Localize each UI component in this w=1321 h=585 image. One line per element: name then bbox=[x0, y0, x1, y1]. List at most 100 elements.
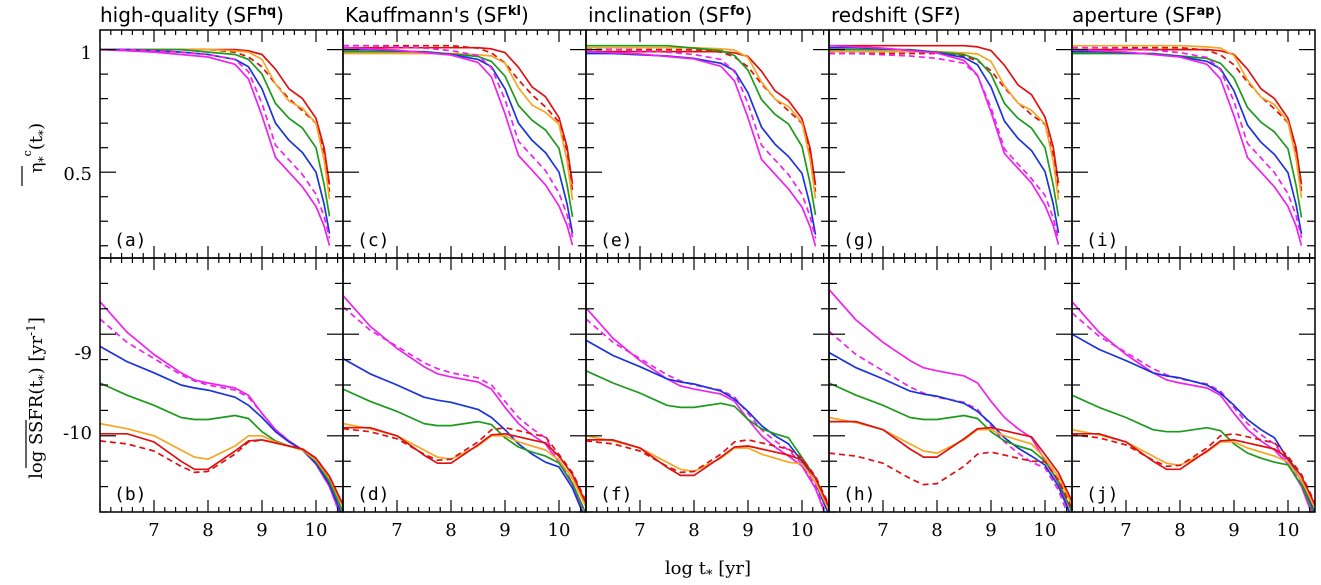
panel-frame bbox=[1071, 29, 1316, 259]
series-group bbox=[1072, 44, 1303, 246]
panel-label: (j) bbox=[1086, 484, 1119, 505]
x-tick-label: 7 bbox=[634, 520, 645, 541]
x-tick-label: 8 bbox=[931, 520, 942, 541]
series-red-solid bbox=[586, 439, 829, 508]
y-axis-label-top: η*c(t*) bbox=[21, 123, 50, 186]
panel-label: (h) bbox=[843, 484, 876, 505]
series-group bbox=[343, 295, 586, 512]
panel-frame bbox=[828, 29, 1073, 259]
y-tick-labels: 1 0.5 -9 -10 bbox=[63, 43, 92, 444]
series-red-dashed bbox=[1072, 432, 1315, 504]
series-red-dashed bbox=[829, 451, 1072, 509]
series-magenta-solid bbox=[586, 50, 817, 247]
series-green-solid bbox=[1072, 52, 1303, 218]
x-tick-label: 9 bbox=[499, 520, 510, 541]
x-axis-label: log t* [yr] bbox=[665, 558, 751, 583]
y-axis-label-bottom: log SSFR(t*) [yr-1] bbox=[24, 317, 50, 479]
column-title-1: high-quality (SFhq) bbox=[100, 3, 284, 27]
series-blue-solid bbox=[343, 48, 574, 234]
panel-f: (f)7 8 9 10 bbox=[585, 257, 830, 541]
column-title-2: Kauffmann's (SFkl) bbox=[345, 3, 529, 27]
panel-c: (c) bbox=[342, 29, 587, 259]
series-blue-solid bbox=[829, 46, 1060, 234]
series-blue-solid bbox=[829, 351, 1071, 512]
series-group bbox=[100, 48, 331, 246]
panel-label: (g) bbox=[843, 230, 876, 251]
panel-g: (g) bbox=[828, 29, 1073, 259]
series-magenta-dashed bbox=[343, 44, 574, 238]
x-tick-label: 8 bbox=[688, 520, 699, 541]
series-blue-solid bbox=[1072, 50, 1303, 235]
series-magenta-dashed bbox=[586, 318, 827, 512]
series-red-dashed bbox=[586, 48, 817, 192]
series-magenta-dashed bbox=[586, 48, 817, 239]
panel-i: (i) bbox=[1071, 29, 1316, 259]
column-title-5: aperture (SFap) bbox=[1072, 3, 1222, 27]
series-group bbox=[586, 307, 829, 512]
series-blue-solid bbox=[100, 345, 342, 512]
panel-d: (d)7 8 9 10 bbox=[342, 257, 587, 541]
series-group bbox=[343, 44, 574, 246]
x-tick-label: 7 bbox=[1120, 520, 1131, 541]
series-red-dashed bbox=[100, 439, 343, 506]
series-orange-solid bbox=[586, 46, 817, 199]
panel-frame bbox=[342, 29, 587, 259]
x-tick-label: 10 bbox=[791, 520, 814, 541]
series-red-solid bbox=[829, 420, 1072, 502]
y-tick-label-bottom-m9: -9 bbox=[74, 343, 92, 364]
panel-frame bbox=[342, 257, 587, 513]
series-green-solid bbox=[343, 388, 586, 512]
panel-j: (j)7 8 9 10 bbox=[1071, 257, 1316, 541]
svg-text:η*c(t*): η*c(t*) bbox=[21, 123, 50, 173]
x-tick-label: 8 bbox=[1174, 520, 1185, 541]
panel-a: (a) bbox=[99, 29, 344, 259]
y-tick-label-bottom-m10: -10 bbox=[63, 423, 92, 444]
panel-label: (b) bbox=[114, 484, 147, 505]
column-titles: high-quality (SFhq) Kauffmann's (SFkl) i… bbox=[100, 3, 1222, 27]
panel-label: (d) bbox=[357, 484, 390, 505]
x-tick-label: 10 bbox=[305, 520, 328, 541]
series-red-dashed bbox=[343, 426, 586, 502]
series-group bbox=[586, 44, 817, 247]
series-green-solid bbox=[343, 50, 574, 218]
x-tick-label: 10 bbox=[1034, 520, 1057, 541]
series-red-dashed bbox=[1072, 46, 1303, 192]
x-tick-label: 9 bbox=[1228, 520, 1239, 541]
x-tick-label: 7 bbox=[148, 520, 159, 541]
series-magenta-solid bbox=[1072, 48, 1303, 246]
series-red-solid bbox=[343, 426, 586, 504]
series-group bbox=[1072, 301, 1315, 512]
x-tick-label: 7 bbox=[391, 520, 402, 541]
series-green-solid bbox=[586, 370, 829, 509]
panel-label: (f) bbox=[600, 484, 633, 505]
series-green-solid bbox=[829, 382, 1072, 512]
series-group bbox=[829, 288, 1072, 512]
series-red-solid bbox=[343, 46, 574, 185]
svg-text:log SSFR(t*) [yr-1]: log SSFR(t*) [yr-1] bbox=[24, 317, 50, 479]
series-blue-solid bbox=[343, 357, 584, 512]
x-tick-label: 9 bbox=[256, 520, 267, 541]
series-magenta-dashed bbox=[1072, 46, 1303, 239]
x-tick-label: 9 bbox=[742, 520, 753, 541]
panel-label: (i) bbox=[1086, 230, 1119, 251]
x-tick-label: 8 bbox=[445, 520, 456, 541]
panel-h: (h)7 8 9 10 bbox=[828, 257, 1073, 541]
series-orange-solid bbox=[100, 422, 343, 508]
x-tick-label: 10 bbox=[1277, 520, 1300, 541]
panel-frame bbox=[585, 257, 830, 513]
series-red-dashed bbox=[100, 48, 331, 192]
series-orange-solid bbox=[100, 48, 331, 200]
series-group bbox=[100, 301, 343, 512]
series-magenta-solid bbox=[100, 48, 331, 246]
series-orange-solid bbox=[1072, 44, 1303, 199]
panel-label: (c) bbox=[357, 230, 390, 251]
series-magenta-dashed bbox=[100, 318, 341, 512]
series-magenta-solid bbox=[343, 46, 574, 246]
series-blue-solid bbox=[100, 48, 331, 234]
series-magenta-dashed bbox=[1072, 312, 1313, 512]
series-green-solid bbox=[829, 48, 1060, 217]
panel-label: (e) bbox=[600, 230, 633, 251]
series-orange-solid bbox=[829, 50, 1060, 200]
panel-label: (a) bbox=[114, 230, 147, 251]
